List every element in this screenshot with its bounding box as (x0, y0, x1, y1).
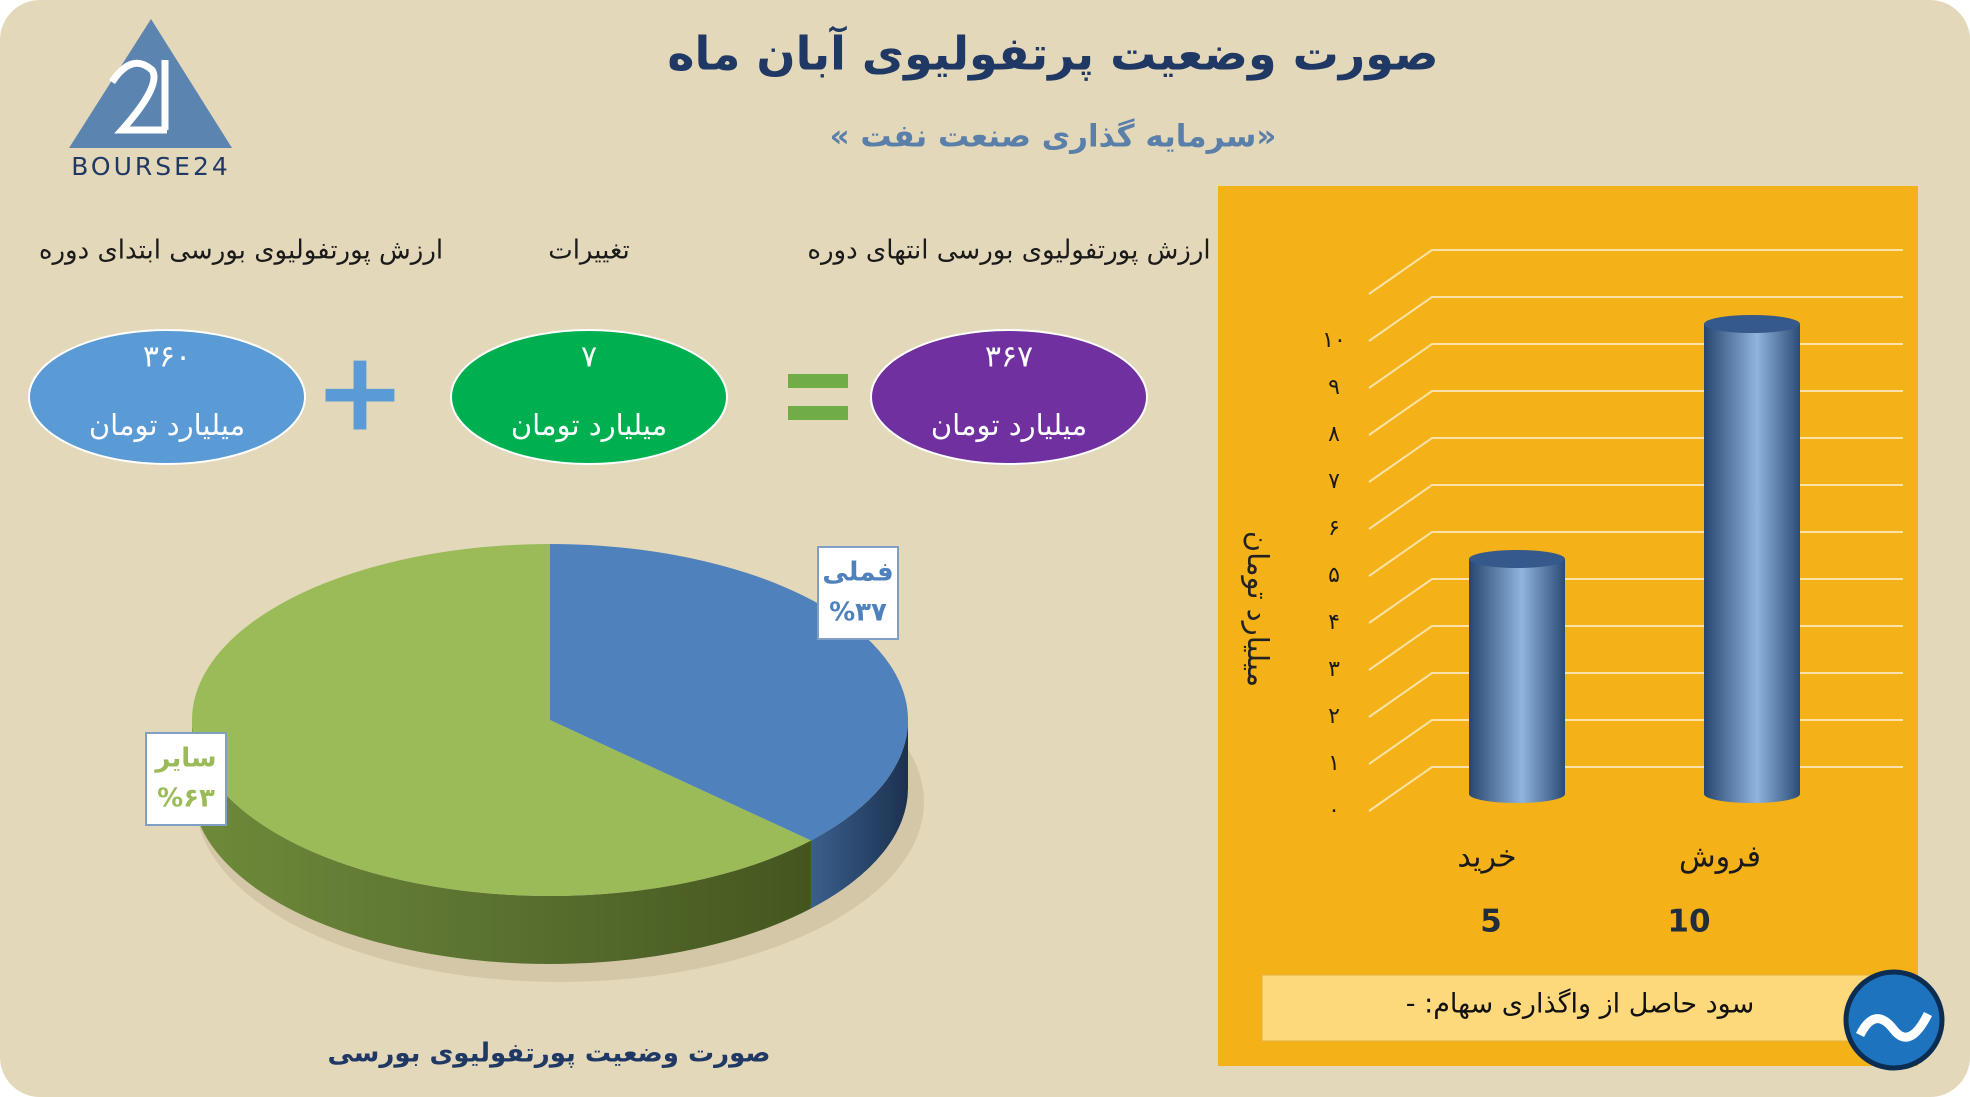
equals-bar (788, 406, 848, 420)
summary-value: ۷ (581, 340, 597, 375)
summary-heading: ارزش پورتفولیوی بورسی ابتدای دوره (39, 236, 443, 266)
icon (1843, 969, 1945, 1071)
y-tick-label: ۰ (1328, 798, 1340, 823)
footer-text: سود حاصل از واگذاری سهام: - (1406, 988, 1754, 1020)
y-tick-label: ۱۰ (1322, 328, 1346, 353)
logo: BOURSE24 (69, 19, 232, 181)
plot-frame (1368, 249, 1903, 295)
x-tick-label: فروش (1679, 840, 1761, 875)
summary-value: ۳۶۰ (143, 340, 191, 375)
y-tick-label: ۲ (1328, 704, 1340, 729)
y-tick-label: ۸ (1328, 422, 1340, 447)
y-tick-label: ۳ (1328, 657, 1340, 682)
logo-text: BOURSE24 (71, 152, 231, 181)
pie-label-box (145, 732, 227, 826)
summary-unit: میلیارد تومان (511, 408, 667, 442)
subtitle: «سرمایه گذاری صنعت نفت » (830, 118, 1277, 155)
pie-label-value: %۳۷ (829, 598, 887, 628)
summary-heading: ارزش پورتفولیوی بورسی انتهای دوره (807, 236, 1210, 266)
y-tick-label: ۱ (1328, 751, 1340, 776)
logo-mark (109, 59, 169, 134)
y-tick-label: ۴ (1328, 610, 1340, 635)
summary-ellipse (870, 329, 1148, 465)
value-label: 5 (1480, 904, 1502, 940)
icon-circle (1843, 969, 1945, 1071)
grid-line (1368, 296, 1903, 342)
value-label: 10 (1667, 904, 1710, 940)
pie-slice (191, 544, 811, 896)
summary-ellipse (28, 329, 306, 465)
plus-sign: + (314, 327, 406, 455)
y-tick-label: ۵ (1328, 563, 1340, 588)
title: صورت وضعیت پرتفولیوی آبان ماه (667, 26, 1438, 82)
pie-side (810, 720, 908, 909)
bar (1469, 559, 1565, 794)
y-tick-label: ۹ (1328, 375, 1340, 400)
y-tick-label: ۷ (1328, 469, 1340, 494)
bar-cap (1469, 550, 1565, 568)
icon-arrow (1855, 1011, 1933, 1042)
summary-heading: تغییرات (548, 236, 630, 266)
summary-unit: میلیارد تومان (931, 408, 1087, 442)
summary-value: ۳۶۷ (985, 340, 1033, 375)
summary-unit: میلیارد تومان (89, 408, 245, 442)
equals-sign (788, 374, 848, 420)
pie-label-name: فملی (822, 558, 893, 588)
pie-label-box (817, 546, 899, 640)
bar-cap (1704, 315, 1800, 333)
bar (1704, 324, 1800, 794)
pie-label-name: سایر (153, 744, 216, 774)
pie-side (191, 720, 811, 964)
y-axis-label: میلیارد تومان (1241, 531, 1275, 687)
equals-bar (788, 374, 848, 388)
pie-title: صورت وضعیت پورتفولیوی بورسی (328, 1039, 771, 1069)
pie-label-value: %۶۳ (157, 784, 215, 814)
y-tick-label: ۶ (1328, 516, 1340, 541)
summary-ellipse (450, 329, 728, 465)
x-tick-label: خرید (1457, 840, 1516, 875)
